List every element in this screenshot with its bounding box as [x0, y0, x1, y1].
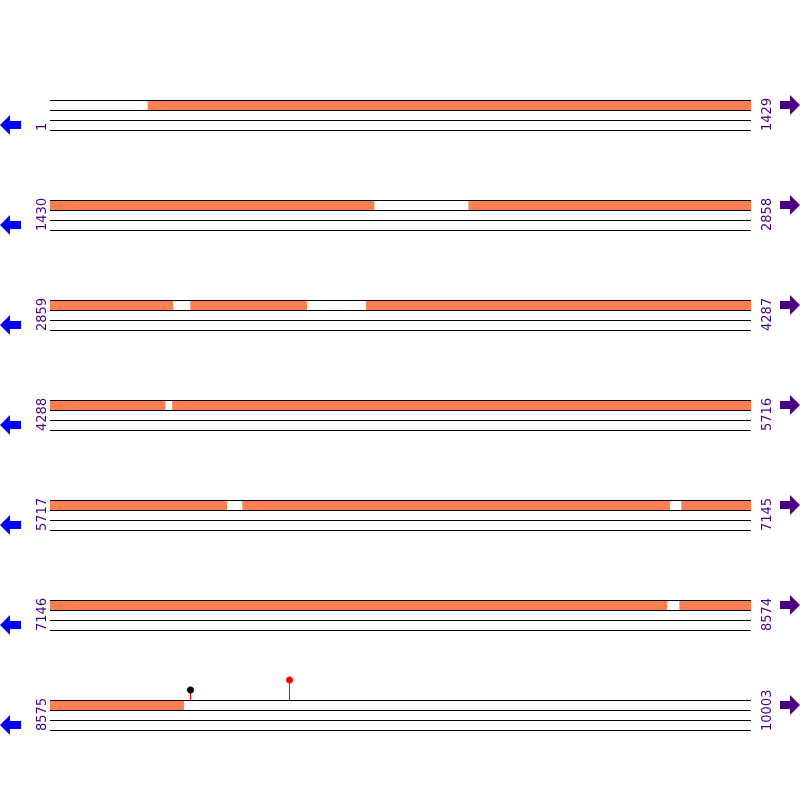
track-row: 5717 7145	[0, 495, 800, 535]
marker-head[interactable]	[286, 676, 293, 684]
row-end-label: 8574	[760, 598, 775, 631]
row-start-label: 1430	[35, 198, 50, 231]
arrow-right-icon[interactable]	[780, 595, 800, 615]
arrow-right-icon[interactable]	[780, 195, 800, 215]
coverage-segment	[50, 500, 228, 510]
track-row: 7146 8574	[0, 595, 800, 635]
coverage-segment	[50, 200, 375, 210]
track-row: 1 1429	[0, 95, 800, 135]
coverage-segment	[365, 300, 751, 310]
arrow-left-icon[interactable]	[0, 515, 21, 535]
row-start-label: 8575	[35, 698, 50, 731]
coverage-segment	[190, 300, 308, 310]
row-start-label: 5717	[35, 498, 50, 531]
row-end-label: 5716	[760, 398, 775, 431]
arrow-left-icon[interactable]	[0, 315, 21, 335]
track-row: 4288 5716	[0, 395, 800, 435]
arrow-right-icon[interactable]	[780, 695, 800, 715]
arrow-right-icon[interactable]	[780, 395, 800, 415]
row-end-label: 4287	[760, 298, 775, 331]
arrow-right-icon[interactable]	[780, 495, 800, 515]
row-end-label: 7145	[760, 498, 775, 531]
coverage-segment	[50, 600, 668, 610]
coverage-segment	[50, 300, 174, 310]
coverage-segment	[468, 200, 751, 210]
arrow-left-icon[interactable]	[0, 415, 21, 435]
arrow-left-icon[interactable]	[0, 615, 21, 635]
coverage-segment	[50, 400, 166, 410]
coverage-segment	[147, 100, 752, 110]
row-end-label: 1429	[760, 98, 775, 131]
marker-head[interactable]	[187, 686, 194, 694]
coverage-segment	[679, 600, 751, 610]
coverage-segment	[50, 700, 184, 710]
track-row: 8575 10003	[0, 676, 800, 735]
row-start-label: 1	[35, 123, 50, 131]
arrow-left-icon[interactable]	[0, 715, 21, 735]
coverage-segment	[681, 500, 751, 510]
track-row: 2859 4287	[0, 295, 800, 335]
row-start-label: 2859	[35, 298, 50, 331]
row-start-label: 7146	[35, 598, 50, 631]
track-row: 1430 2858	[0, 195, 800, 235]
arrow-right-icon[interactable]	[780, 95, 800, 115]
arrow-left-icon[interactable]	[0, 115, 21, 135]
row-end-label: 2858	[760, 198, 775, 231]
arrow-left-icon[interactable]	[0, 215, 21, 235]
row-end-label: 10003	[760, 690, 775, 731]
coverage-segment	[172, 400, 752, 410]
coverage-segment	[242, 500, 671, 510]
row-start-label: 4288	[35, 398, 50, 431]
arrow-right-icon[interactable]	[780, 295, 800, 315]
